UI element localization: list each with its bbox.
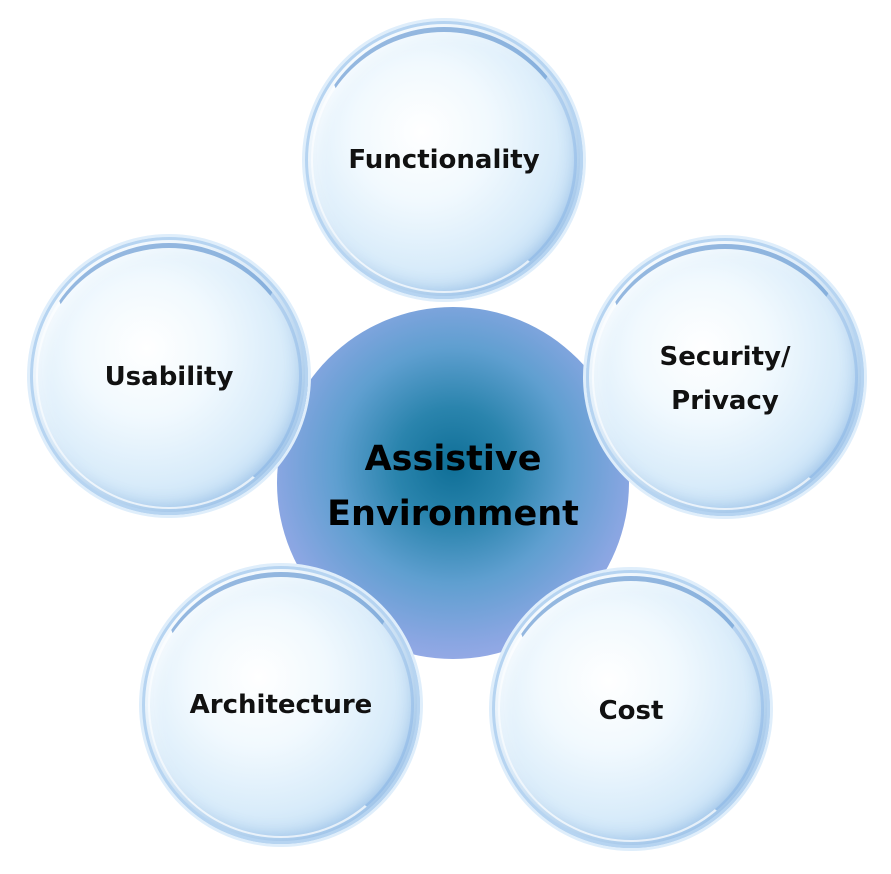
bubble-security-label-line2: Privacy: [671, 386, 779, 416]
bubble-architecture: Architecture: [142, 566, 420, 844]
center-label-line2: Environment: [327, 494, 579, 534]
bubble-security-privacy-label: Security/ Privacy: [660, 335, 791, 423]
bubble-functionality-label: Functionality: [348, 145, 540, 175]
bubble-cost-label: Cost: [598, 696, 664, 726]
bubble-cost: Cost: [492, 570, 770, 848]
bubble-functionality: Functionality: [305, 21, 583, 299]
center-label: Assistive Environment: [293, 432, 613, 542]
bubble-security-privacy: Security/ Privacy: [586, 238, 864, 516]
center-label-line1: Assistive: [364, 439, 542, 479]
bubble-architecture-label: Architecture: [189, 690, 373, 720]
bubble-usability: Usability: [30, 237, 308, 515]
bubble-security-label-line1: Security/: [659, 342, 791, 372]
bubble-usability-label: Usability: [104, 362, 234, 392]
